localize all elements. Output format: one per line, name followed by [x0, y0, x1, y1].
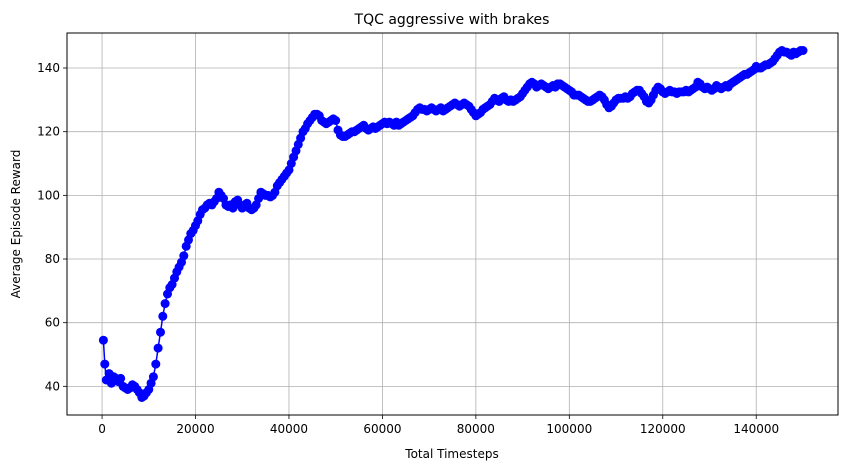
data-point	[156, 327, 165, 337]
data-point	[153, 343, 163, 353]
chart-title: TQC aggressive with brakes	[354, 12, 550, 28]
data-point	[116, 373, 126, 383]
x-tick-label: 20000	[176, 422, 214, 436]
y-tick-label: 80	[45, 252, 60, 266]
x-tick-label: 120000	[640, 422, 686, 436]
x-tick-label: 140000	[733, 422, 779, 436]
data-series	[98, 46, 808, 402]
data-point	[179, 251, 189, 261]
y-tick-label: 120	[37, 125, 60, 139]
data-point	[151, 359, 161, 369]
y-tick-label: 40	[45, 379, 60, 393]
y-tick-label: 60	[45, 316, 60, 330]
data-point	[98, 335, 108, 345]
data-point	[798, 46, 808, 55]
axis-ticks: 0 20000 40000 60000 80000 100000 120000 140000 4…	[37, 61, 779, 436]
x-tick-label: 40000	[270, 422, 308, 436]
y-tick-label: 100	[37, 188, 60, 202]
data-point	[331, 116, 341, 125]
data-point	[148, 372, 158, 382]
x-axis-label: Total Timesteps	[404, 447, 498, 461]
plot-frame	[66, 32, 839, 416]
x-tick-label: 60000	[363, 422, 401, 436]
y-axis-label: Average Episode Reward	[9, 150, 23, 299]
data-point	[100, 359, 110, 369]
x-tick-label: 100000	[546, 422, 592, 436]
data-point	[160, 299, 170, 309]
x-tick-label: 0	[98, 422, 106, 436]
data-point	[158, 311, 168, 321]
grid-lines	[67, 33, 838, 415]
y-tick-label: 140	[37, 61, 60, 75]
x-tick-label: 80000	[457, 422, 495, 436]
